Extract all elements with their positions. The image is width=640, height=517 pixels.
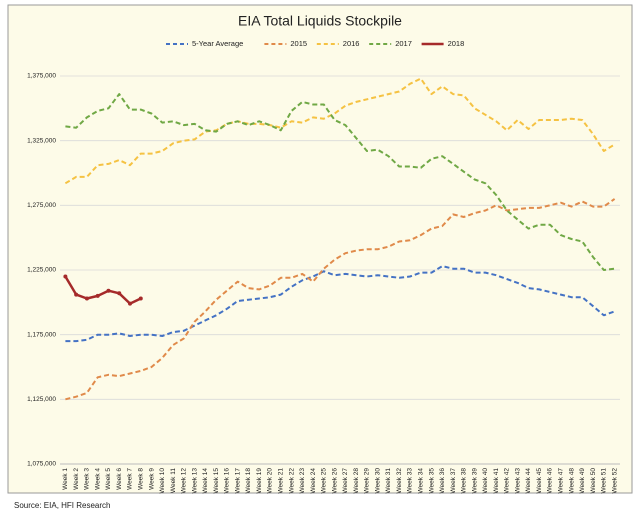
point <box>95 293 100 298</box>
x-tick-label: Week 28 <box>353 468 360 494</box>
x-tick-label: Week 6 <box>116 468 123 490</box>
x-tick-label: Week 41 <box>493 468 500 494</box>
x-tick-label: Week 46 <box>547 468 554 494</box>
x-tick-label: Week 42 <box>504 468 511 494</box>
x-tick-label: Week 2 <box>73 468 80 490</box>
x-tick-label: Week 52 <box>611 468 618 494</box>
x-tick-label: Week 32 <box>396 468 403 494</box>
series-line <box>65 265 615 343</box>
x-tick-label: Week 13 <box>191 468 198 494</box>
x-tick-label: Week 8 <box>137 468 144 490</box>
x-tick-label: Week 16 <box>224 468 231 494</box>
x-tick-label: Week 7 <box>127 468 134 490</box>
y-tick-label: 1,125,000 <box>27 396 56 403</box>
x-tick-label: Week 19 <box>256 468 263 494</box>
point <box>117 291 122 296</box>
point <box>63 274 68 279</box>
x-tick-label: Week 31 <box>385 468 392 494</box>
point <box>106 288 111 293</box>
x-tick-label: Week 33 <box>407 468 414 494</box>
point <box>138 296 143 301</box>
legend-label: 2017 <box>395 39 412 48</box>
x-tick-label: Week 20 <box>267 468 274 494</box>
x-tick-label: Week 17 <box>234 468 241 494</box>
x-tick-label: Week 14 <box>202 468 209 494</box>
y-tick-label: 1,375,000 <box>27 73 56 80</box>
source: Source: EIA, HFI Research <box>14 501 110 510</box>
y-tick-label: 1,275,000 <box>27 202 56 209</box>
x-tick-label: Week 36 <box>439 468 446 494</box>
x-tick-label: Week 4 <box>94 468 101 490</box>
point <box>74 292 79 297</box>
y-tick-label: 1,075,000 <box>27 461 56 468</box>
x-tick-label: Week 25 <box>321 468 328 494</box>
series-line <box>64 77 616 185</box>
chart-title: EIA Total Liquids Stockpile <box>238 13 402 29</box>
x-tick-label: Week 47 <box>557 468 564 494</box>
x-tick-label: Week 21 <box>277 468 284 494</box>
x-tick-label: Week 30 <box>374 468 381 494</box>
x-tick-label: Week 34 <box>417 468 424 494</box>
x-tick-label: Week 10 <box>159 468 166 494</box>
x-tick-label: Week 43 <box>514 468 521 494</box>
x-tick-label: Week 24 <box>310 468 317 494</box>
x-tick-label: Week 11 <box>170 468 177 493</box>
x-tick-label: Week 9 <box>148 468 155 490</box>
x-tick-label: Week 39 <box>471 468 478 494</box>
x-tick-label: Week 50 <box>590 468 597 494</box>
x-tick-label: Week 37 <box>450 468 457 494</box>
y-tick-label: 1,175,000 <box>27 331 56 338</box>
x-tick-label: Week 1 <box>62 468 69 490</box>
x-tick-label: Week 23 <box>299 468 306 494</box>
x-tick-label: Week 35 <box>428 468 435 494</box>
y-tick-label: 1,225,000 <box>27 267 56 274</box>
series-line <box>65 198 616 401</box>
x-tick-label: Week 27 <box>342 468 349 494</box>
x-tick-label: Week 40 <box>482 468 489 494</box>
chart-area <box>7 4 633 494</box>
x-tick-label: Week 51 <box>601 468 608 494</box>
point <box>128 301 132 306</box>
legend-label: 2015 <box>290 39 307 48</box>
x-tick-label: Week 15 <box>213 468 220 494</box>
legend-label: 2016 <box>343 39 360 48</box>
x-tick-label: Week 26 <box>331 468 338 494</box>
point <box>84 296 89 301</box>
x-tick-label: Week 22 <box>288 468 295 494</box>
x-tick-label: Week 5 <box>105 468 112 490</box>
x-tick-label: Week 38 <box>461 468 468 494</box>
y-tick-label: 1,325,000 <box>27 137 56 144</box>
series-line <box>65 93 615 271</box>
legend-label: 2018 <box>448 39 465 48</box>
x-tick-label: Week 18 <box>245 468 252 494</box>
x-tick-label: Week 29 <box>364 468 371 494</box>
x-tick-label: Week 3 <box>84 468 91 490</box>
x-tick-label: Week 49 <box>579 468 586 494</box>
x-tick-label: Week 12 <box>181 468 188 494</box>
x-tick-label: Week 44 <box>525 468 532 494</box>
x-tick-label: Week 48 <box>568 468 575 494</box>
legend-label: 5-Year Average <box>192 39 243 48</box>
x-tick-label: Week 45 <box>536 468 543 494</box>
